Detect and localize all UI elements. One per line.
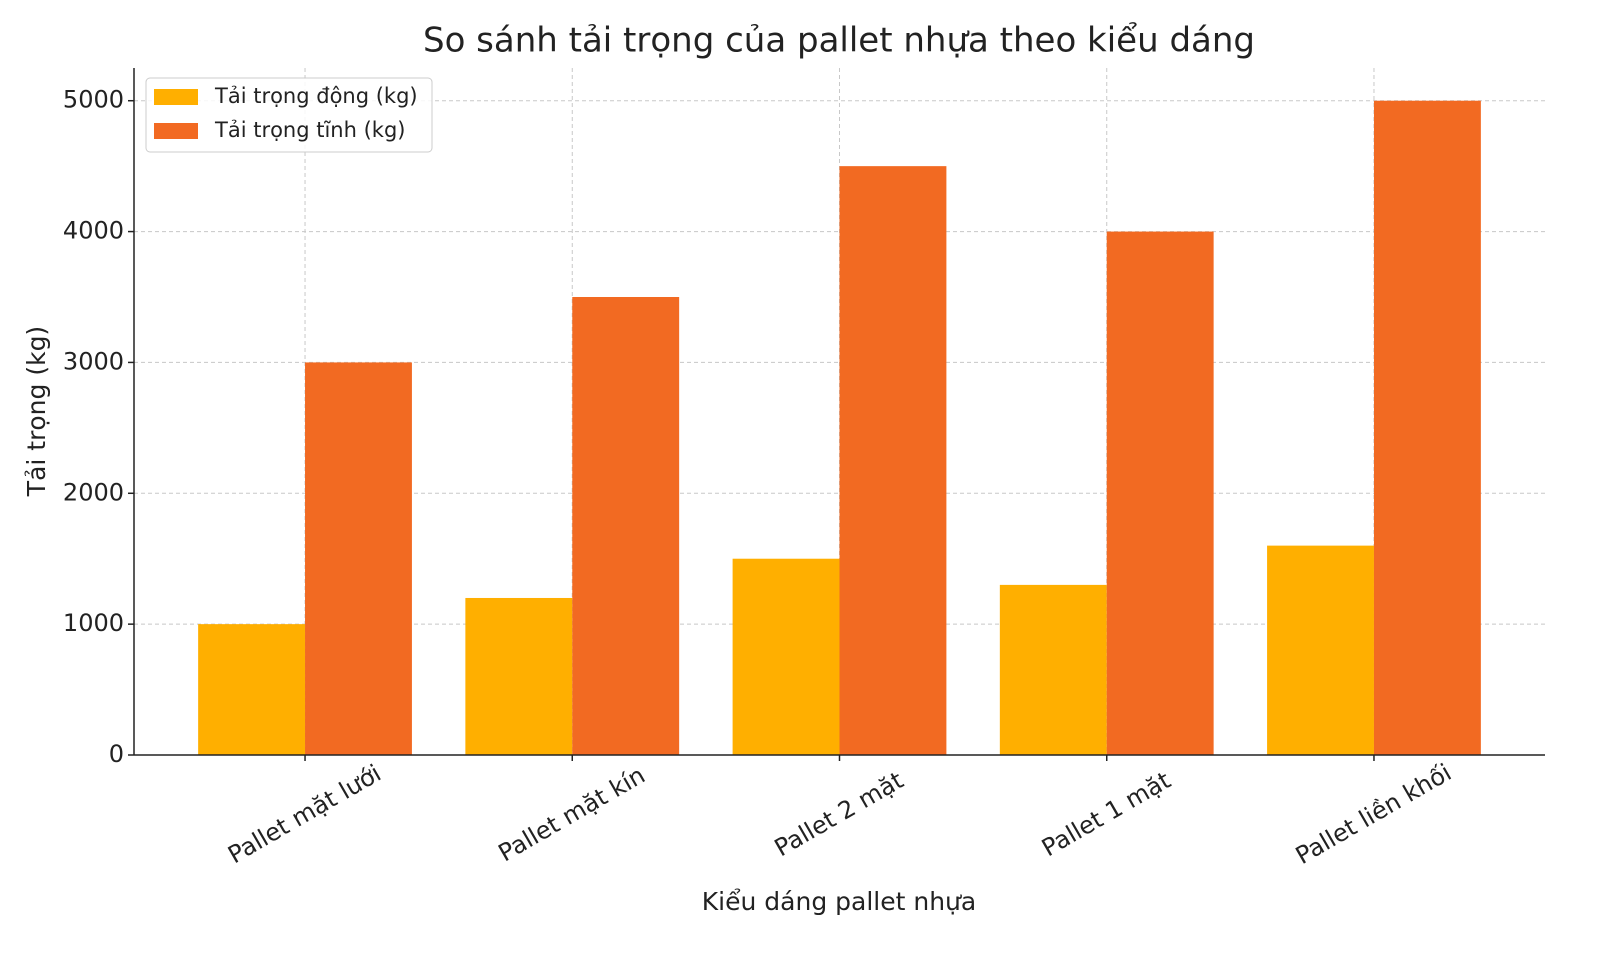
bar [465, 597, 573, 755]
y-axis-label: Tải trọng (kg) [22, 326, 51, 497]
legend-box [145, 77, 433, 153]
x-tick-label: Pallet liền khối [1291, 758, 1456, 870]
y-tick-label: 4000 [63, 217, 124, 245]
bar [839, 166, 947, 756]
x-tick-label: Pallet mặt kín [494, 761, 650, 867]
bar [198, 624, 306, 755]
bar [572, 297, 680, 755]
bar [305, 362, 412, 755]
x-tick-label: Pallet 2 mặt [770, 766, 908, 862]
y-tick-label: 3000 [63, 347, 124, 375]
y-tick-label: 2000 [63, 478, 124, 506]
x-tick-label: Pallet 1 mặt [1037, 766, 1175, 862]
legend-label: Tải trọng tĩnh (kg) [214, 118, 405, 142]
bar [732, 558, 840, 755]
bars [198, 100, 1481, 756]
legend-swatch [154, 123, 198, 139]
x-axis-label: Kiểu dáng pallet nhựa [702, 887, 976, 916]
x-tick-label: Pallet mặt lưới [223, 759, 386, 869]
legend-swatch [154, 89, 198, 105]
chart-title: So sánh tải trọng của pallet nhựa theo k… [423, 21, 1255, 61]
legend-label: Tải trọng động (kg) [214, 84, 418, 108]
bar [1106, 231, 1214, 756]
y-tick-label: 0 [109, 740, 124, 768]
bar [999, 584, 1107, 755]
bar [1267, 545, 1374, 755]
y-tick-label: 5000 [63, 86, 124, 114]
y-tick-label: 1000 [63, 609, 124, 637]
bar [1373, 100, 1481, 755]
